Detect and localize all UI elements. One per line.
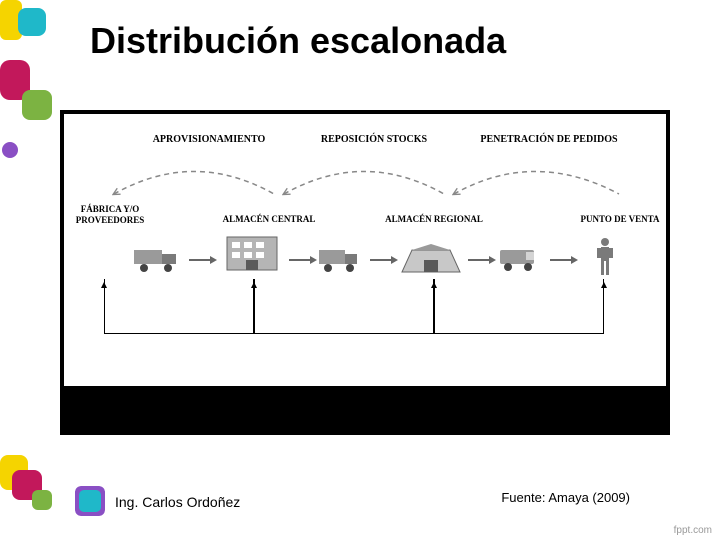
diagram-frame: APROVISIONAMIENTO REPOSICIÓN STOCKS PENE… xyxy=(60,110,670,390)
u-arrows xyxy=(64,114,674,394)
black-band xyxy=(60,390,670,435)
source-text: Fuente: Amaya (2009) xyxy=(501,490,630,505)
author-text: Ing. Carlos Ordoñez xyxy=(115,494,240,510)
watermark-text: fppt.com xyxy=(674,525,712,536)
slide-title: Distribución escalonada xyxy=(90,20,506,62)
footer-badge-icon xyxy=(75,486,105,516)
